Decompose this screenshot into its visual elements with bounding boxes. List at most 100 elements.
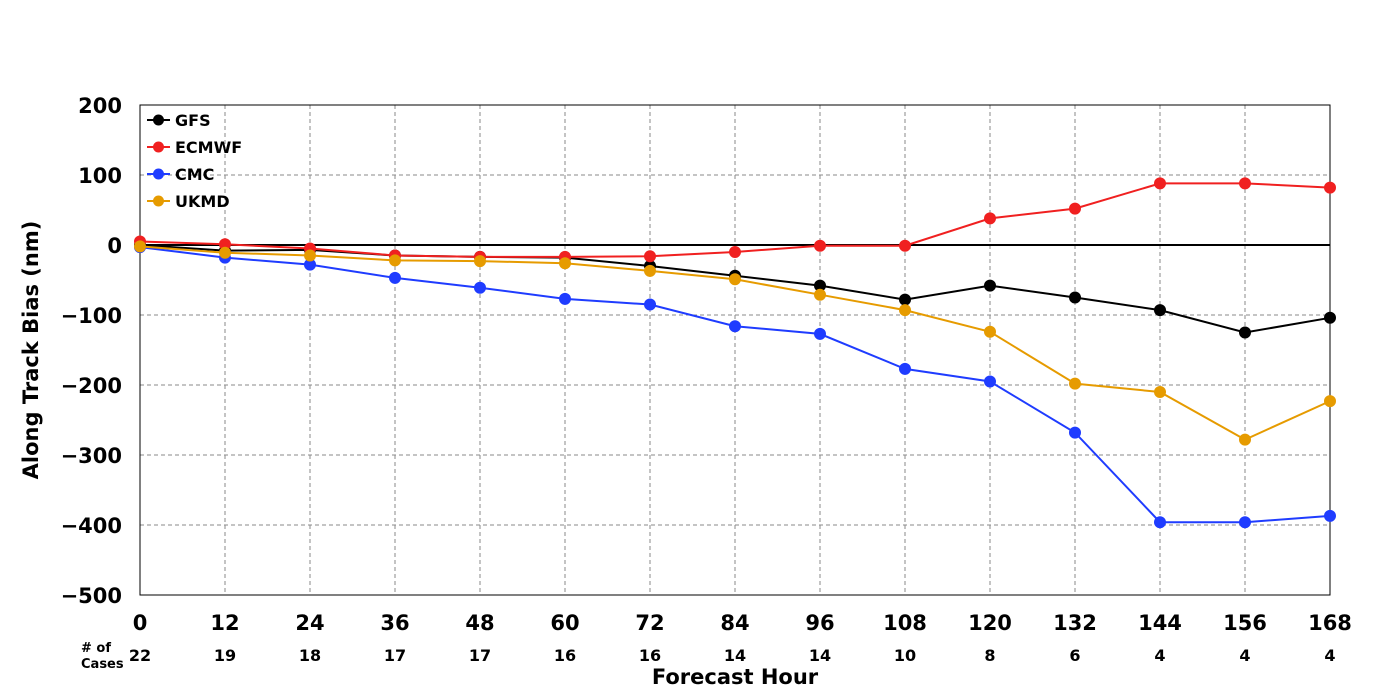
y-tick-label: −100 bbox=[61, 304, 122, 328]
y-axis-title: Along Track Bias (nm) bbox=[19, 221, 43, 480]
plot-frame bbox=[139, 104, 1331, 596]
data-point-ukmd bbox=[1324, 395, 1336, 408]
data-point-gfs bbox=[1154, 304, 1166, 317]
data-point-ecmwf bbox=[1069, 202, 1081, 215]
case-count-label: 16 bbox=[554, 646, 576, 665]
series-ukmd bbox=[134, 240, 1336, 446]
legend: GFS ECMWF CMC UKMD bbox=[147, 111, 242, 211]
data-point-cmc bbox=[1069, 426, 1081, 439]
case-count-label: 14 bbox=[724, 646, 746, 665]
data-point-ukmd bbox=[644, 264, 656, 277]
legend-marker bbox=[153, 168, 164, 180]
case-count-label: 14 bbox=[809, 646, 831, 665]
case-count-label: 22 bbox=[129, 646, 151, 665]
x-axis-title: Forecast Hour bbox=[652, 665, 819, 689]
case-count-label: 4 bbox=[1324, 646, 1335, 665]
legend-item-ukmd: UKMD bbox=[147, 192, 230, 211]
cases-title-line2: Cases bbox=[81, 657, 124, 672]
data-point-ecmwf bbox=[984, 212, 996, 225]
y-tick-label: −400 bbox=[61, 514, 122, 538]
y-tick-label: 200 bbox=[78, 94, 122, 118]
data-point-ukmd bbox=[219, 246, 231, 259]
data-point-ukmd bbox=[1154, 386, 1166, 398]
data-point-ecmwf bbox=[1154, 177, 1166, 190]
data-point-cmc bbox=[984, 375, 996, 388]
legend-item-cmc: CMC bbox=[147, 165, 214, 184]
series-lines bbox=[134, 177, 1336, 529]
x-tick-label: 156 bbox=[1223, 611, 1267, 635]
data-point-ukmd bbox=[134, 240, 146, 253]
data-point-ukmd bbox=[304, 249, 316, 262]
data-point-gfs bbox=[1324, 311, 1336, 324]
data-point-gfs bbox=[899, 293, 911, 306]
legend-marker bbox=[153, 141, 164, 153]
cases-title-line1: # of bbox=[81, 641, 111, 656]
x-tick-label: 72 bbox=[635, 611, 664, 635]
y-tick-labels: 200 100 0 −100 −200 −300 −400 −500 bbox=[61, 94, 122, 608]
case-count-label: 17 bbox=[469, 646, 491, 665]
x-tick-label: 0 bbox=[133, 611, 148, 635]
data-point-ukmd bbox=[1069, 377, 1081, 390]
data-point-ukmd bbox=[729, 273, 741, 286]
x-tick-label: 84 bbox=[720, 611, 749, 635]
data-point-ecmwf bbox=[644, 250, 656, 263]
y-tick-label: 100 bbox=[78, 164, 122, 188]
y-tick-label: −200 bbox=[61, 374, 122, 398]
case-count-label: 17 bbox=[384, 646, 406, 665]
x-tick-label: 144 bbox=[1138, 611, 1182, 635]
x-tick-label: 96 bbox=[805, 611, 834, 635]
data-point-cmc bbox=[389, 271, 401, 284]
data-point-ecmwf bbox=[899, 239, 911, 252]
x-tick-label: 12 bbox=[210, 611, 239, 635]
data-point-cmc bbox=[729, 320, 741, 333]
data-point-ecmwf bbox=[1324, 181, 1336, 194]
x-tick-label: 24 bbox=[295, 611, 324, 635]
series-cmc bbox=[134, 241, 1336, 529]
data-point-ecmwf bbox=[729, 246, 741, 258]
data-point-ukmd bbox=[1239, 433, 1251, 446]
data-point-cmc bbox=[1324, 509, 1336, 522]
case-count-label: 19 bbox=[214, 646, 236, 665]
data-point-ukmd bbox=[814, 288, 826, 301]
x-tick-label: 48 bbox=[465, 611, 494, 635]
data-point-gfs bbox=[1069, 291, 1081, 304]
case-count-label: 10 bbox=[894, 646, 916, 665]
grid-lines bbox=[140, 105, 1330, 595]
data-point-cmc bbox=[559, 292, 571, 305]
legend-item-gfs: GFS bbox=[147, 111, 211, 130]
data-point-gfs bbox=[1239, 326, 1251, 339]
x-tick-label: 36 bbox=[380, 611, 409, 635]
x-tick-label: 120 bbox=[968, 611, 1012, 635]
y-tick-label: −500 bbox=[61, 584, 122, 608]
legend-label: GFS bbox=[175, 111, 211, 130]
data-point-gfs bbox=[984, 279, 996, 292]
legend-item-ecmwf: ECMWF bbox=[147, 138, 242, 157]
data-point-ecmwf bbox=[814, 239, 826, 252]
x-tick-label: 60 bbox=[550, 611, 579, 635]
data-point-cmc bbox=[474, 281, 486, 294]
x-tick-label: 168 bbox=[1308, 611, 1352, 635]
x-tick-labels: 0 12 24 36 48 60 72 84 96 108 120 132 144 156 168 bbox=[133, 611, 1352, 635]
case-count-label: 16 bbox=[639, 646, 661, 665]
data-point-ukmd bbox=[984, 325, 996, 338]
legend-label: UKMD bbox=[175, 192, 230, 211]
data-point-cmc bbox=[644, 298, 656, 311]
data-point-cmc bbox=[1154, 516, 1166, 529]
y-tick-label: −300 bbox=[61, 444, 122, 468]
legend-marker bbox=[153, 114, 164, 126]
case-count-labels: 22 19 18 17 17 16 16 14 14 10 8 6 4 4 4 bbox=[129, 646, 1336, 665]
case-count-label: 4 bbox=[1239, 646, 1250, 665]
data-point-cmc bbox=[899, 362, 911, 375]
y-tick-label: 0 bbox=[107, 234, 122, 258]
data-point-ukmd bbox=[899, 304, 911, 317]
data-point-ukmd bbox=[389, 254, 401, 267]
case-count-label: 4 bbox=[1154, 646, 1165, 665]
legend-label: ECMWF bbox=[175, 138, 242, 157]
case-count-label: 18 bbox=[299, 646, 321, 665]
legend-label: CMC bbox=[175, 165, 214, 184]
case-count-label: 6 bbox=[1069, 646, 1080, 665]
data-point-ecmwf bbox=[1239, 177, 1251, 190]
data-point-cmc bbox=[814, 327, 826, 340]
x-tick-label: 108 bbox=[883, 611, 927, 635]
